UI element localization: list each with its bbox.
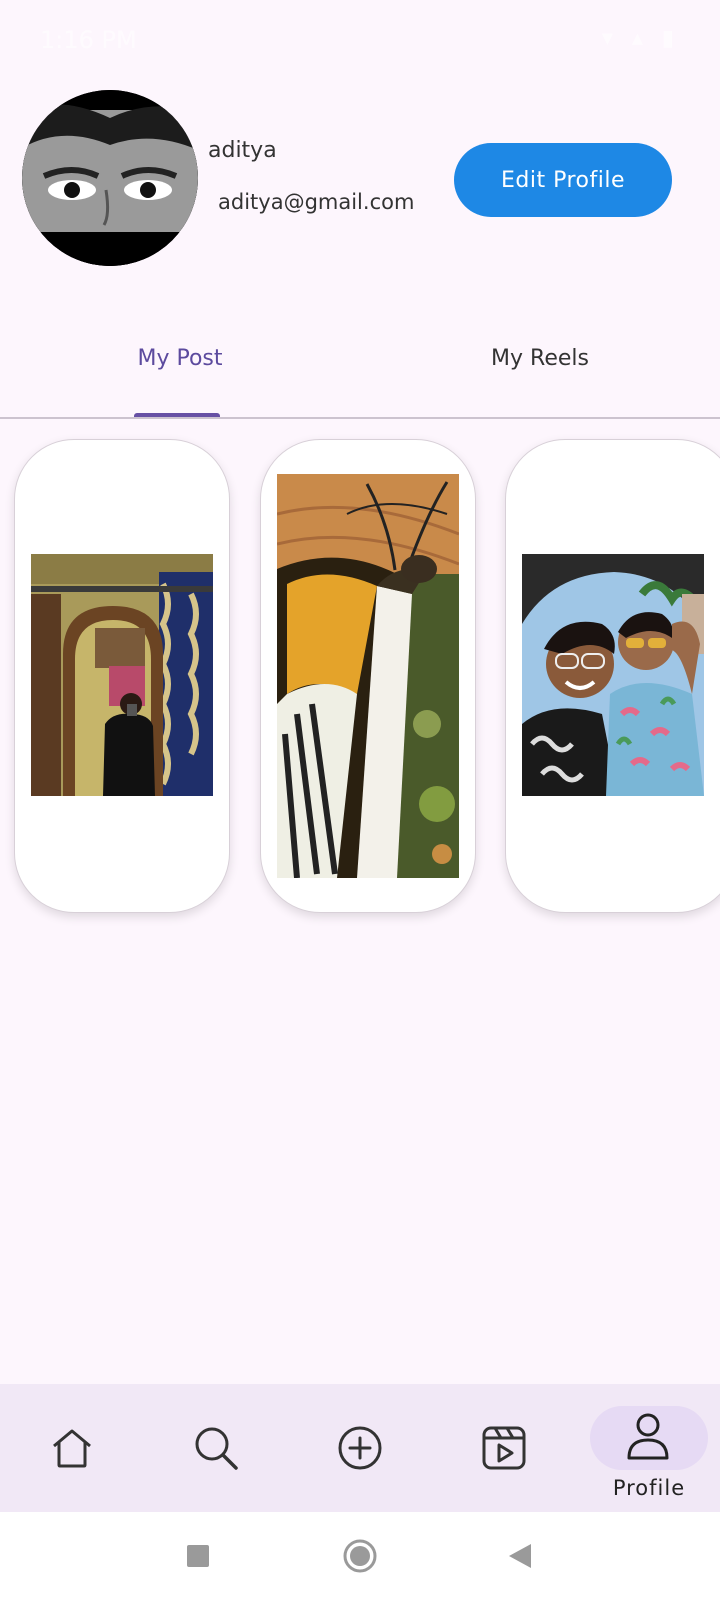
- status-bar: 1:16 PM ▾ ▴ ▮: [0, 0, 720, 80]
- nav-home[interactable]: [0, 1384, 144, 1512]
- post-card[interactable]: [505, 439, 720, 913]
- reels-icon: [482, 1426, 526, 1470]
- bottom-navigation-bar: Profile: [0, 1384, 720, 1512]
- tab-selected-indicator: [134, 413, 220, 419]
- post-card[interactable]: [14, 439, 230, 913]
- status-time: 1:16 PM: [40, 26, 137, 54]
- tab-my-reels[interactable]: My Reels: [491, 345, 589, 371]
- profile-username: aditya: [208, 138, 277, 163]
- profile-icon: [627, 1413, 669, 1460]
- post-image-mirror-selfie: [31, 554, 213, 796]
- status-icons: ▾ ▴ ▮: [601, 26, 680, 51]
- home-icon: [53, 1429, 91, 1468]
- nav-add-post[interactable]: [288, 1384, 432, 1512]
- recent-apps-button[interactable]: [158, 1512, 238, 1600]
- search-icon: [195, 1427, 238, 1470]
- avatar-image: [22, 90, 198, 266]
- add-circle-icon: [338, 1426, 382, 1470]
- edit-profile-button[interactable]: Edit Profile: [454, 143, 672, 217]
- nav-reels[interactable]: [432, 1384, 576, 1512]
- system-navigation-bar: [0, 1512, 720, 1600]
- tab-divider: [0, 417, 720, 419]
- post-image-butterfly: [277, 474, 459, 878]
- profile-email: aditya@gmail.com: [218, 190, 415, 214]
- profile-tabs: My Post My Reels: [0, 300, 720, 419]
- post-image-friends-selfie: [522, 554, 704, 796]
- profile-avatar[interactable]: [22, 90, 198, 266]
- post-card[interactable]: [260, 439, 476, 913]
- home-system-button[interactable]: [320, 1512, 400, 1600]
- back-triangle-icon: [509, 1544, 531, 1568]
- circle-home-icon: [343, 1539, 377, 1573]
- tab-my-post[interactable]: My Post: [137, 345, 223, 371]
- nav-profile[interactable]: [576, 1384, 720, 1512]
- square-icon: [187, 1545, 209, 1567]
- back-system-button[interactable]: [480, 1512, 560, 1600]
- nav-search[interactable]: [144, 1384, 288, 1512]
- nav-profile-label: Profile: [612, 1476, 686, 1500]
